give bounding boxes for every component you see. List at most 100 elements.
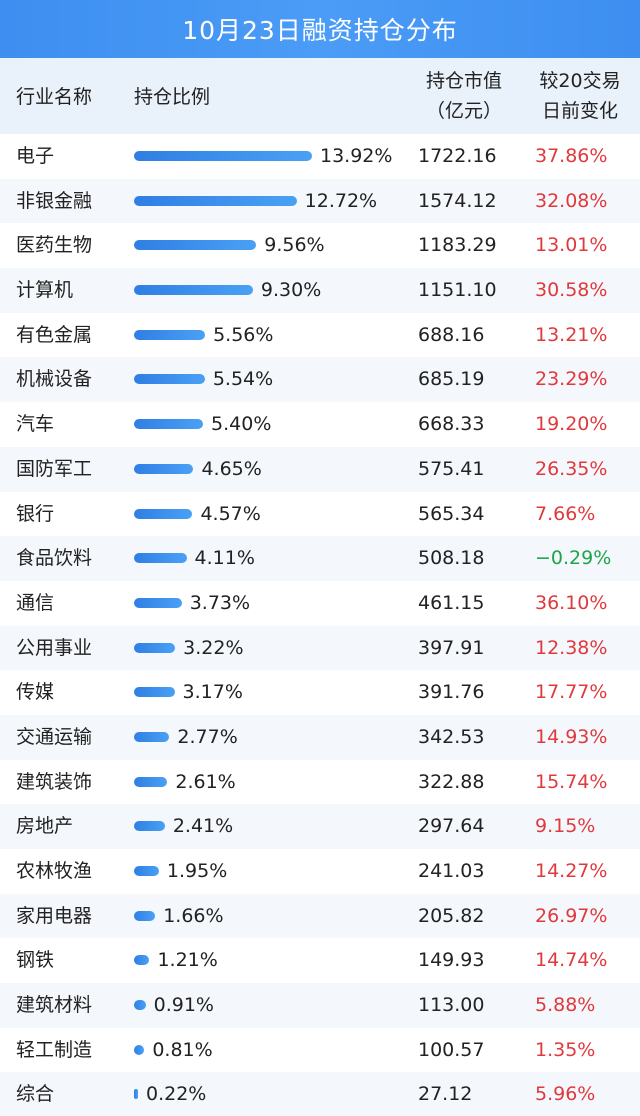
ratio-label: 3.73% <box>189 591 251 614</box>
market-value: 1574.12 <box>418 189 497 212</box>
table-row: 家用电器 1.66% 205.82 26.97% <box>0 893 640 939</box>
table-row: 计算机 9.30% 1151.10 30.58% <box>0 268 640 313</box>
industry-label: 交通运输 <box>16 725 93 748</box>
change-value: 7.66% <box>535 502 596 525</box>
change-value: 17.77% <box>535 681 608 704</box>
industry-label: 轻工制造 <box>16 1038 93 1061</box>
ratio-bar <box>134 329 206 340</box>
market-value: 297.64 <box>418 815 485 838</box>
change-value: 1.35% <box>535 1038 596 1061</box>
market-value: 241.03 <box>418 860 485 882</box>
ratio-label: 4.57% <box>200 502 261 525</box>
market-value: 461.15 <box>418 591 485 614</box>
ratio-label: 1.21% <box>157 949 218 972</box>
table-row: 传媒 3.17% 391.76 17.77% <box>0 670 640 715</box>
change-value: 15.74% <box>535 770 608 793</box>
industry-label: 有色金属 <box>16 323 93 346</box>
change-value: 14.27% <box>535 860 608 882</box>
ratio-bar <box>134 463 194 474</box>
ratio-label: 2.61% <box>175 770 236 793</box>
market-value: 113.00 <box>418 994 485 1017</box>
industry-label: 国防军工 <box>16 457 93 480</box>
industry-label: 建筑材料 <box>16 994 93 1017</box>
ratio-label: 5.56% <box>213 323 274 346</box>
change-value: 5.88% <box>535 994 596 1017</box>
ratio-bar <box>134 776 168 787</box>
change-value: 30.58% <box>535 279 608 302</box>
header-change: 较20交易 日前变化 <box>528 66 632 126</box>
table-row: 银行 4.57% 565.34 7.66% <box>0 492 640 537</box>
market-value: 205.82 <box>418 904 485 927</box>
ratio-bar <box>134 955 150 966</box>
ratio-label: 0.81% <box>152 1038 213 1061</box>
change-value: 36.10% <box>535 591 608 614</box>
industry-label: 电子 <box>16 145 55 167</box>
industry-label: 机械设备 <box>16 368 93 391</box>
ratio-label: 5.40% <box>211 413 272 436</box>
ratio-label: 2.41% <box>172 815 234 838</box>
industry-label: 银行 <box>16 502 55 525</box>
ratio-bar <box>134 1044 145 1055</box>
industry-label: 农林牧渔 <box>16 860 93 882</box>
change-value: 23.29% <box>535 368 608 391</box>
ratio-bar <box>134 374 205 385</box>
industry-label: 汽车 <box>16 413 55 436</box>
industry-label: 公用事业 <box>16 636 93 659</box>
industry-label: 通信 <box>16 591 55 614</box>
market-value: 1722.16 <box>418 145 497 167</box>
ratio-bar <box>134 687 175 698</box>
industry-label: 非银金融 <box>16 189 93 212</box>
change-value: 14.74% <box>535 949 608 972</box>
ratio-bar <box>134 597 182 608</box>
ratio-bar <box>134 642 176 653</box>
ratio-label: 4.65% <box>201 457 262 480</box>
market-value: 100.57 <box>418 1038 485 1061</box>
ratio-label: 3.22% <box>183 636 244 659</box>
industry-label: 综合 <box>16 1083 55 1106</box>
header-value-line2: （亿元） <box>425 100 502 122</box>
table-row: 食品饮料 4.11% 508.18 −0.29% <box>0 536 640 581</box>
header-ratio: 持仓比例 <box>134 86 211 108</box>
table-row: 建筑装饰 2.61% 322.88 15.74% <box>0 760 640 805</box>
ratio-label: 4.11% <box>194 547 255 570</box>
ratio-bar <box>134 821 165 832</box>
header-change-line2: 日前变化 <box>541 100 618 122</box>
ratio-label: 0.22% <box>146 1083 207 1106</box>
change-value: 19.20% <box>535 413 608 436</box>
ratio-bar <box>134 1000 146 1011</box>
table-row: 农林牧渔 1.95% 241.03 14.27% <box>0 849 640 894</box>
ratio-bar <box>134 508 193 519</box>
industry-label: 家用电器 <box>16 904 93 927</box>
page-title: 10月23日融资持仓分布 <box>182 16 458 45</box>
table-header: 行业名称 持仓比例 持仓市值 （亿元） 较20交易 日前变化 <box>0 58 640 134</box>
table-row: 轻工制造 0.81% 100.57 1.35% <box>0 1028 640 1073</box>
ratio-label: 12.72% <box>304 189 378 212</box>
industry-label: 建筑装饰 <box>16 770 93 793</box>
table-row: 通信 3.73% 461.15 36.10% <box>0 581 640 626</box>
market-value: 508.18 <box>418 547 485 570</box>
ratio-bar <box>134 195 297 206</box>
change-value: 13.21% <box>535 323 608 346</box>
table-row: 建筑材料 0.91% 113.00 5.88% <box>0 983 640 1028</box>
header-value: 持仓市值 （亿元） <box>414 66 514 126</box>
table-row: 钢铁 1.21% 149.93 14.74% <box>0 938 640 983</box>
ratio-bar <box>134 910 156 921</box>
ratio-bar <box>134 866 159 876</box>
market-value: 1151.10 <box>418 279 497 302</box>
change-value: 32.08% <box>535 189 608 212</box>
table-row: 房地产 2.41% 297.64 9.15% <box>0 804 640 849</box>
title-bar: 10月23日融资持仓分布 <box>0 0 640 58</box>
ratio-bar <box>134 240 257 251</box>
ratio-label: 9.56% <box>264 234 325 257</box>
industry-label: 医药生物 <box>16 234 93 257</box>
ratio-label: 0.91% <box>153 994 214 1017</box>
ratio-bar <box>134 419 204 430</box>
table-row: 有色金属 5.56% 688.16 13.21% <box>0 313 640 358</box>
ratio-bar <box>134 553 187 564</box>
change-value: 37.86% <box>535 145 608 167</box>
table-row: 交通运输 2.77% 342.53 14.93% <box>0 714 640 760</box>
ratio-label: 2.77% <box>177 725 238 748</box>
industry-label: 传媒 <box>16 681 55 704</box>
ratio-bar <box>134 151 312 161</box>
table-row: 公用事业 3.22% 397.91 12.38% <box>0 625 640 671</box>
